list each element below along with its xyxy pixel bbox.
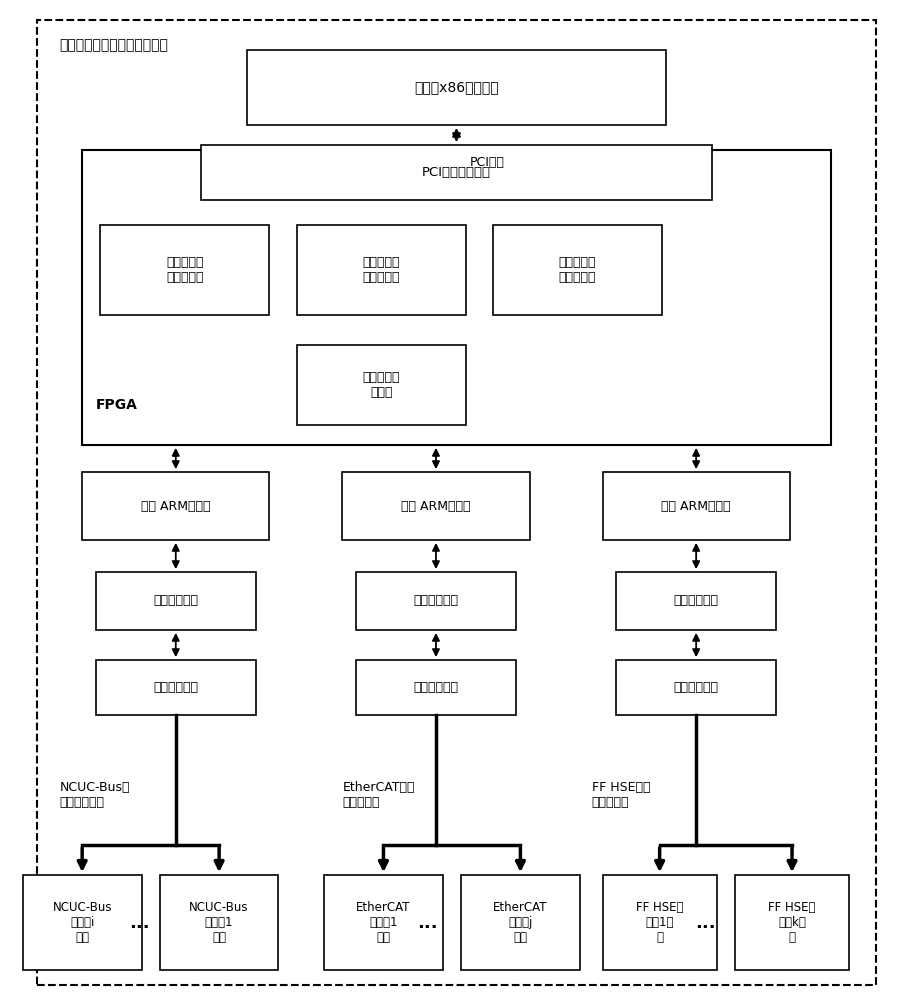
Text: 第一双端口
数据存储器: 第一双端口 数据存储器 [166,256,204,284]
Text: FF HSE工业
以太网总线: FF HSE工业 以太网总线 [592,781,650,809]
Bar [100,225,269,315]
Text: 中断信号处
理模块: 中断信号处 理模块 [362,371,400,399]
Text: 三类工业以太网总线集成主站: 三类工业以太网总线集成主站 [59,38,168,52]
Bar [82,150,831,445]
Bar [96,572,256,630]
Text: 嵌入式x86微处理器: 嵌入式x86微处理器 [415,81,498,95]
Text: 第三 ARM处理器: 第三 ARM处理器 [661,499,731,512]
Text: 第三双端口
数据存储器: 第三双端口 数据存储器 [559,256,596,284]
Bar [342,472,530,540]
Bar [247,50,666,125]
Text: 第二双端口
数据存储器: 第二双端口 数据存储器 [362,256,400,284]
Bar [324,875,443,970]
Text: PCI总线: PCI总线 [470,155,505,168]
Text: 第三网络接口: 第三网络接口 [674,681,719,694]
Text: 第一网络接口: 第一网络接口 [153,681,198,694]
Text: EtherCAT
总线第j
从站: EtherCAT 总线第j 从站 [493,901,548,944]
Bar [493,225,662,315]
Text: FPGA: FPGA [96,398,138,412]
Bar [96,660,256,715]
Text: 第二 ARM处理器: 第二 ARM处理器 [401,499,471,512]
Bar [356,660,516,715]
Text: NCUC-Bus
总线第i
从站: NCUC-Bus 总线第i 从站 [52,901,112,944]
Bar [616,572,776,630]
Text: 第二网络接口: 第二网络接口 [414,681,458,694]
Bar [23,875,142,970]
Text: 第二网络芯片: 第二网络芯片 [414,594,458,607]
Bar [297,225,466,315]
Bar [735,875,849,970]
Bar [603,472,790,540]
Bar [201,145,712,200]
Text: EtherCAT
总线第1
从站: EtherCAT 总线第1 从站 [356,901,411,944]
Bar [160,875,278,970]
Bar [603,875,717,970]
Text: PCI总线接口模块: PCI总线接口模块 [422,166,491,179]
Text: 第三网络芯片: 第三网络芯片 [674,594,719,607]
Text: 第一网络芯片: 第一网络芯片 [153,594,198,607]
Bar [356,572,516,630]
Bar [461,875,580,970]
Bar [616,660,776,715]
Text: NCUC-Bus
总线第1
从站: NCUC-Bus 总线第1 从站 [189,901,249,944]
Text: ...: ... [696,914,716,932]
Text: EtherCAT工业
以太网总线: EtherCAT工业 以太网总线 [342,781,415,809]
Text: NCUC-Bus工
业以太网总线: NCUC-Bus工 业以太网总线 [59,781,130,809]
Text: ...: ... [130,914,150,932]
Text: FF HSE总
线第1从
站: FF HSE总 线第1从 站 [635,901,684,944]
Text: FF HSE总
线第k从
站: FF HSE总 线第k从 站 [768,901,816,944]
Text: ...: ... [417,914,437,932]
Text: 第一 ARM处理器: 第一 ARM处理器 [141,499,211,512]
Bar [297,345,466,425]
Bar [82,472,269,540]
